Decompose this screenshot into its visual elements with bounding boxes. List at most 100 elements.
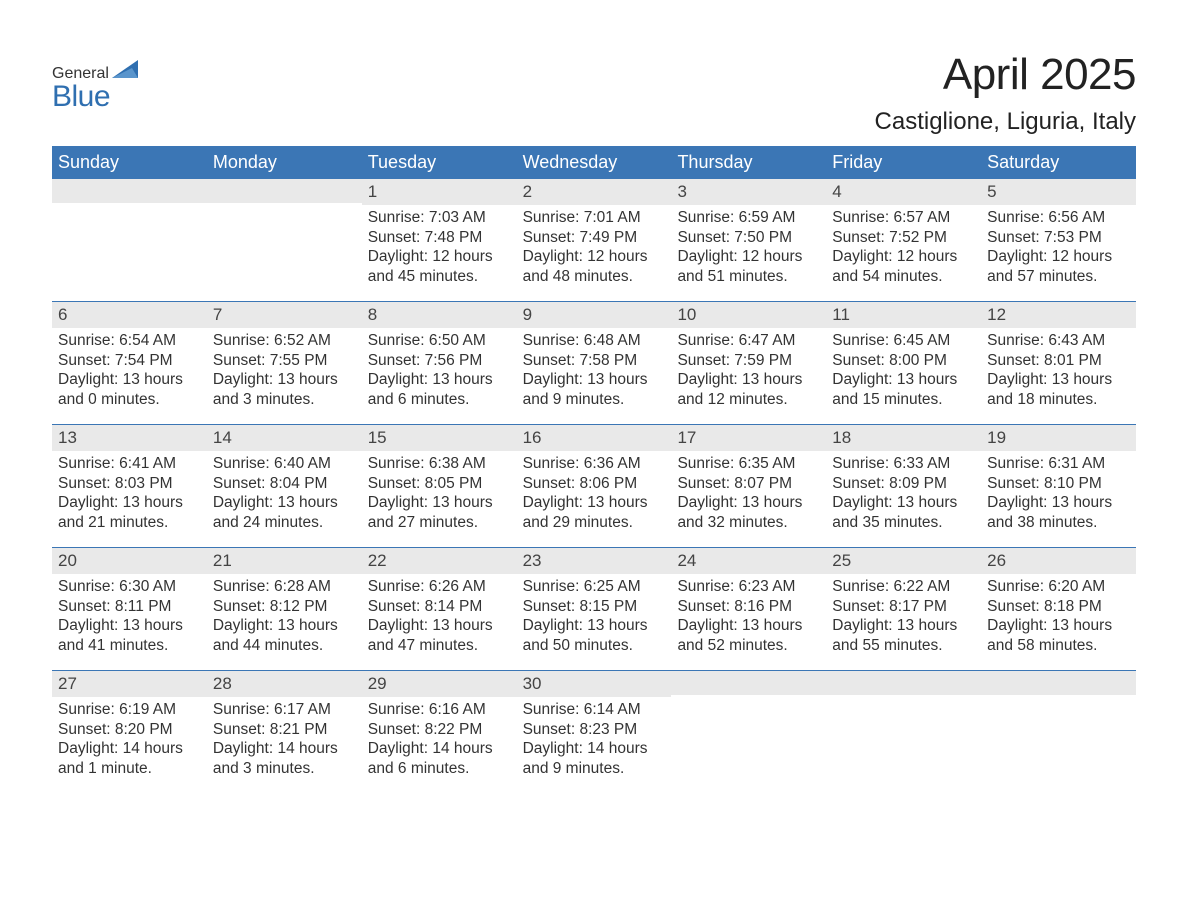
day-cell (826, 671, 981, 793)
daylight-text: Daylight: 13 hours and 52 minutes. (677, 616, 820, 656)
sunrise-text: Sunrise: 6:20 AM (987, 577, 1130, 597)
day-cell: 22Sunrise: 6:26 AMSunset: 8:14 PMDayligh… (362, 548, 517, 670)
day-number: 18 (826, 425, 981, 451)
weekday-header-cell: Wednesday (517, 146, 672, 179)
day-details: Sunrise: 6:40 AMSunset: 8:04 PMDaylight:… (207, 451, 362, 539)
location-subtitle: Castiglione, Liguria, Italy (875, 108, 1136, 136)
day-cell: 25Sunrise: 6:22 AMSunset: 8:17 PMDayligh… (826, 548, 981, 670)
sunrise-text: Sunrise: 6:28 AM (213, 577, 356, 597)
week-row: 6Sunrise: 6:54 AMSunset: 7:54 PMDaylight… (52, 301, 1136, 424)
day-cell (671, 671, 826, 793)
day-details: Sunrise: 6:43 AMSunset: 8:01 PMDaylight:… (981, 328, 1136, 416)
daylight-text: Daylight: 13 hours and 9 minutes. (523, 370, 666, 410)
day-number: 21 (207, 548, 362, 574)
day-number: 23 (517, 548, 672, 574)
day-details: Sunrise: 6:17 AMSunset: 8:21 PMDaylight:… (207, 697, 362, 785)
day-number: 14 (207, 425, 362, 451)
day-number: 19 (981, 425, 1136, 451)
day-details: Sunrise: 6:22 AMSunset: 8:17 PMDaylight:… (826, 574, 981, 662)
sunset-text: Sunset: 8:12 PM (213, 597, 356, 617)
day-number: 6 (52, 302, 207, 328)
sunrise-text: Sunrise: 6:47 AM (677, 331, 820, 351)
daylight-text: Daylight: 14 hours and 6 minutes. (368, 739, 511, 779)
day-number: 26 (981, 548, 1136, 574)
day-cell: 20Sunrise: 6:30 AMSunset: 8:11 PMDayligh… (52, 548, 207, 670)
day-cell: 2Sunrise: 7:01 AMSunset: 7:49 PMDaylight… (517, 179, 672, 301)
day-number: 15 (362, 425, 517, 451)
day-details: Sunrise: 6:19 AMSunset: 8:20 PMDaylight:… (52, 697, 207, 785)
day-cell (52, 179, 207, 301)
daylight-text: Daylight: 13 hours and 3 minutes. (213, 370, 356, 410)
day-details: Sunrise: 6:36 AMSunset: 8:06 PMDaylight:… (517, 451, 672, 539)
weekday-header-cell: Monday (207, 146, 362, 179)
daylight-text: Daylight: 13 hours and 35 minutes. (832, 493, 975, 533)
sunset-text: Sunset: 7:50 PM (677, 228, 820, 248)
sunrise-text: Sunrise: 6:26 AM (368, 577, 511, 597)
sunrise-text: Sunrise: 6:43 AM (987, 331, 1130, 351)
daylight-text: Daylight: 12 hours and 54 minutes. (832, 247, 975, 287)
sunrise-text: Sunrise: 6:48 AM (523, 331, 666, 351)
day-cell: 19Sunrise: 6:31 AMSunset: 8:10 PMDayligh… (981, 425, 1136, 547)
daylight-text: Daylight: 12 hours and 51 minutes. (677, 247, 820, 287)
day-cell: 6Sunrise: 6:54 AMSunset: 7:54 PMDaylight… (52, 302, 207, 424)
sunset-text: Sunset: 7:52 PM (832, 228, 975, 248)
day-cell: 12Sunrise: 6:43 AMSunset: 8:01 PMDayligh… (981, 302, 1136, 424)
sunset-text: Sunset: 7:53 PM (987, 228, 1130, 248)
daylight-text: Daylight: 13 hours and 32 minutes. (677, 493, 820, 533)
day-cell: 11Sunrise: 6:45 AMSunset: 8:00 PMDayligh… (826, 302, 981, 424)
day-cell: 7Sunrise: 6:52 AMSunset: 7:55 PMDaylight… (207, 302, 362, 424)
title-block: April 2025 Castiglione, Liguria, Italy (875, 50, 1136, 136)
sunset-text: Sunset: 8:00 PM (832, 351, 975, 371)
daylight-text: Daylight: 13 hours and 24 minutes. (213, 493, 356, 533)
logo-blue: Blue (52, 80, 110, 113)
sunrise-text: Sunrise: 6:36 AM (523, 454, 666, 474)
sunrise-text: Sunrise: 6:40 AM (213, 454, 356, 474)
logo-text: General Blue (52, 58, 138, 112)
sunset-text: Sunset: 8:05 PM (368, 474, 511, 494)
day-number: 9 (517, 302, 672, 328)
daylight-text: Daylight: 14 hours and 9 minutes. (523, 739, 666, 779)
day-details: Sunrise: 6:31 AMSunset: 8:10 PMDaylight:… (981, 451, 1136, 539)
day-cell: 9 Sunrise: 6:48 AMSunset: 7:58 PMDaylight… (517, 302, 672, 424)
day-number: 16 (517, 425, 672, 451)
day-details: Sunrise: 6:57 AMSunset: 7:52 PMDaylight:… (826, 205, 981, 293)
sunrise-text: Sunrise: 6:14 AM (523, 700, 666, 720)
sunset-text: Sunset: 8:01 PM (987, 351, 1130, 371)
day-number: 20 (52, 548, 207, 574)
daylight-text: Daylight: 13 hours and 44 minutes. (213, 616, 356, 656)
sunrise-text: Sunrise: 6:56 AM (987, 208, 1130, 228)
sunset-text: Sunset: 8:07 PM (677, 474, 820, 494)
sunset-text: Sunset: 8:22 PM (368, 720, 511, 740)
week-row: 20Sunrise: 6:30 AMSunset: 8:11 PMDayligh… (52, 547, 1136, 670)
sunset-text: Sunset: 8:09 PM (832, 474, 975, 494)
day-cell: 13Sunrise: 6:41 AMSunset: 8:03 PMDayligh… (52, 425, 207, 547)
day-number: 27 (52, 671, 207, 697)
day-number: 22 (362, 548, 517, 574)
sunrise-text: Sunrise: 6:23 AM (677, 577, 820, 597)
daylight-text: Daylight: 13 hours and 41 minutes. (58, 616, 201, 656)
daylight-text: Daylight: 14 hours and 3 minutes. (213, 739, 356, 779)
week-row: 13Sunrise: 6:41 AMSunset: 8:03 PMDayligh… (52, 424, 1136, 547)
day-number: 13 (52, 425, 207, 451)
sunset-text: Sunset: 8:23 PM (523, 720, 666, 740)
sunset-text: Sunset: 7:58 PM (523, 351, 666, 371)
day-cell: 3Sunrise: 6:59 AMSunset: 7:50 PMDaylight… (671, 179, 826, 301)
day-cell: 23Sunrise: 6:25 AMSunset: 8:15 PMDayligh… (517, 548, 672, 670)
sunrise-text: Sunrise: 6:50 AM (368, 331, 511, 351)
day-cell: 27Sunrise: 6:19 AMSunset: 8:20 PMDayligh… (52, 671, 207, 793)
day-details: Sunrise: 6:33 AMSunset: 8:09 PMDaylight:… (826, 451, 981, 539)
sunset-text: Sunset: 7:54 PM (58, 351, 201, 371)
daylight-text: Daylight: 13 hours and 50 minutes. (523, 616, 666, 656)
day-details: Sunrise: 6:56 AMSunset: 7:53 PMDaylight:… (981, 205, 1136, 293)
day-cell: 28Sunrise: 6:17 AMSunset: 8:21 PMDayligh… (207, 671, 362, 793)
weekday-header-cell: Friday (826, 146, 981, 179)
calendar: SundayMondayTuesdayWednesdayThursdayFrid… (52, 146, 1136, 793)
day-details: Sunrise: 7:03 AMSunset: 7:48 PMDaylight:… (362, 205, 517, 293)
day-cell: 18Sunrise: 6:33 AMSunset: 8:09 PMDayligh… (826, 425, 981, 547)
day-cell: 21 Sunrise: 6:28 AMSunset: 8:12 PMDayligh… (207, 548, 362, 670)
sunrise-text: Sunrise: 7:03 AM (368, 208, 511, 228)
daylight-text: Daylight: 13 hours and 12 minutes. (677, 370, 820, 410)
day-details: Sunrise: 6:23 AMSunset: 8:16 PMDaylight:… (671, 574, 826, 662)
sunset-text: Sunset: 8:16 PM (677, 597, 820, 617)
day-cell: 29Sunrise: 6:16 AMSunset: 8:22 PMDayligh… (362, 671, 517, 793)
